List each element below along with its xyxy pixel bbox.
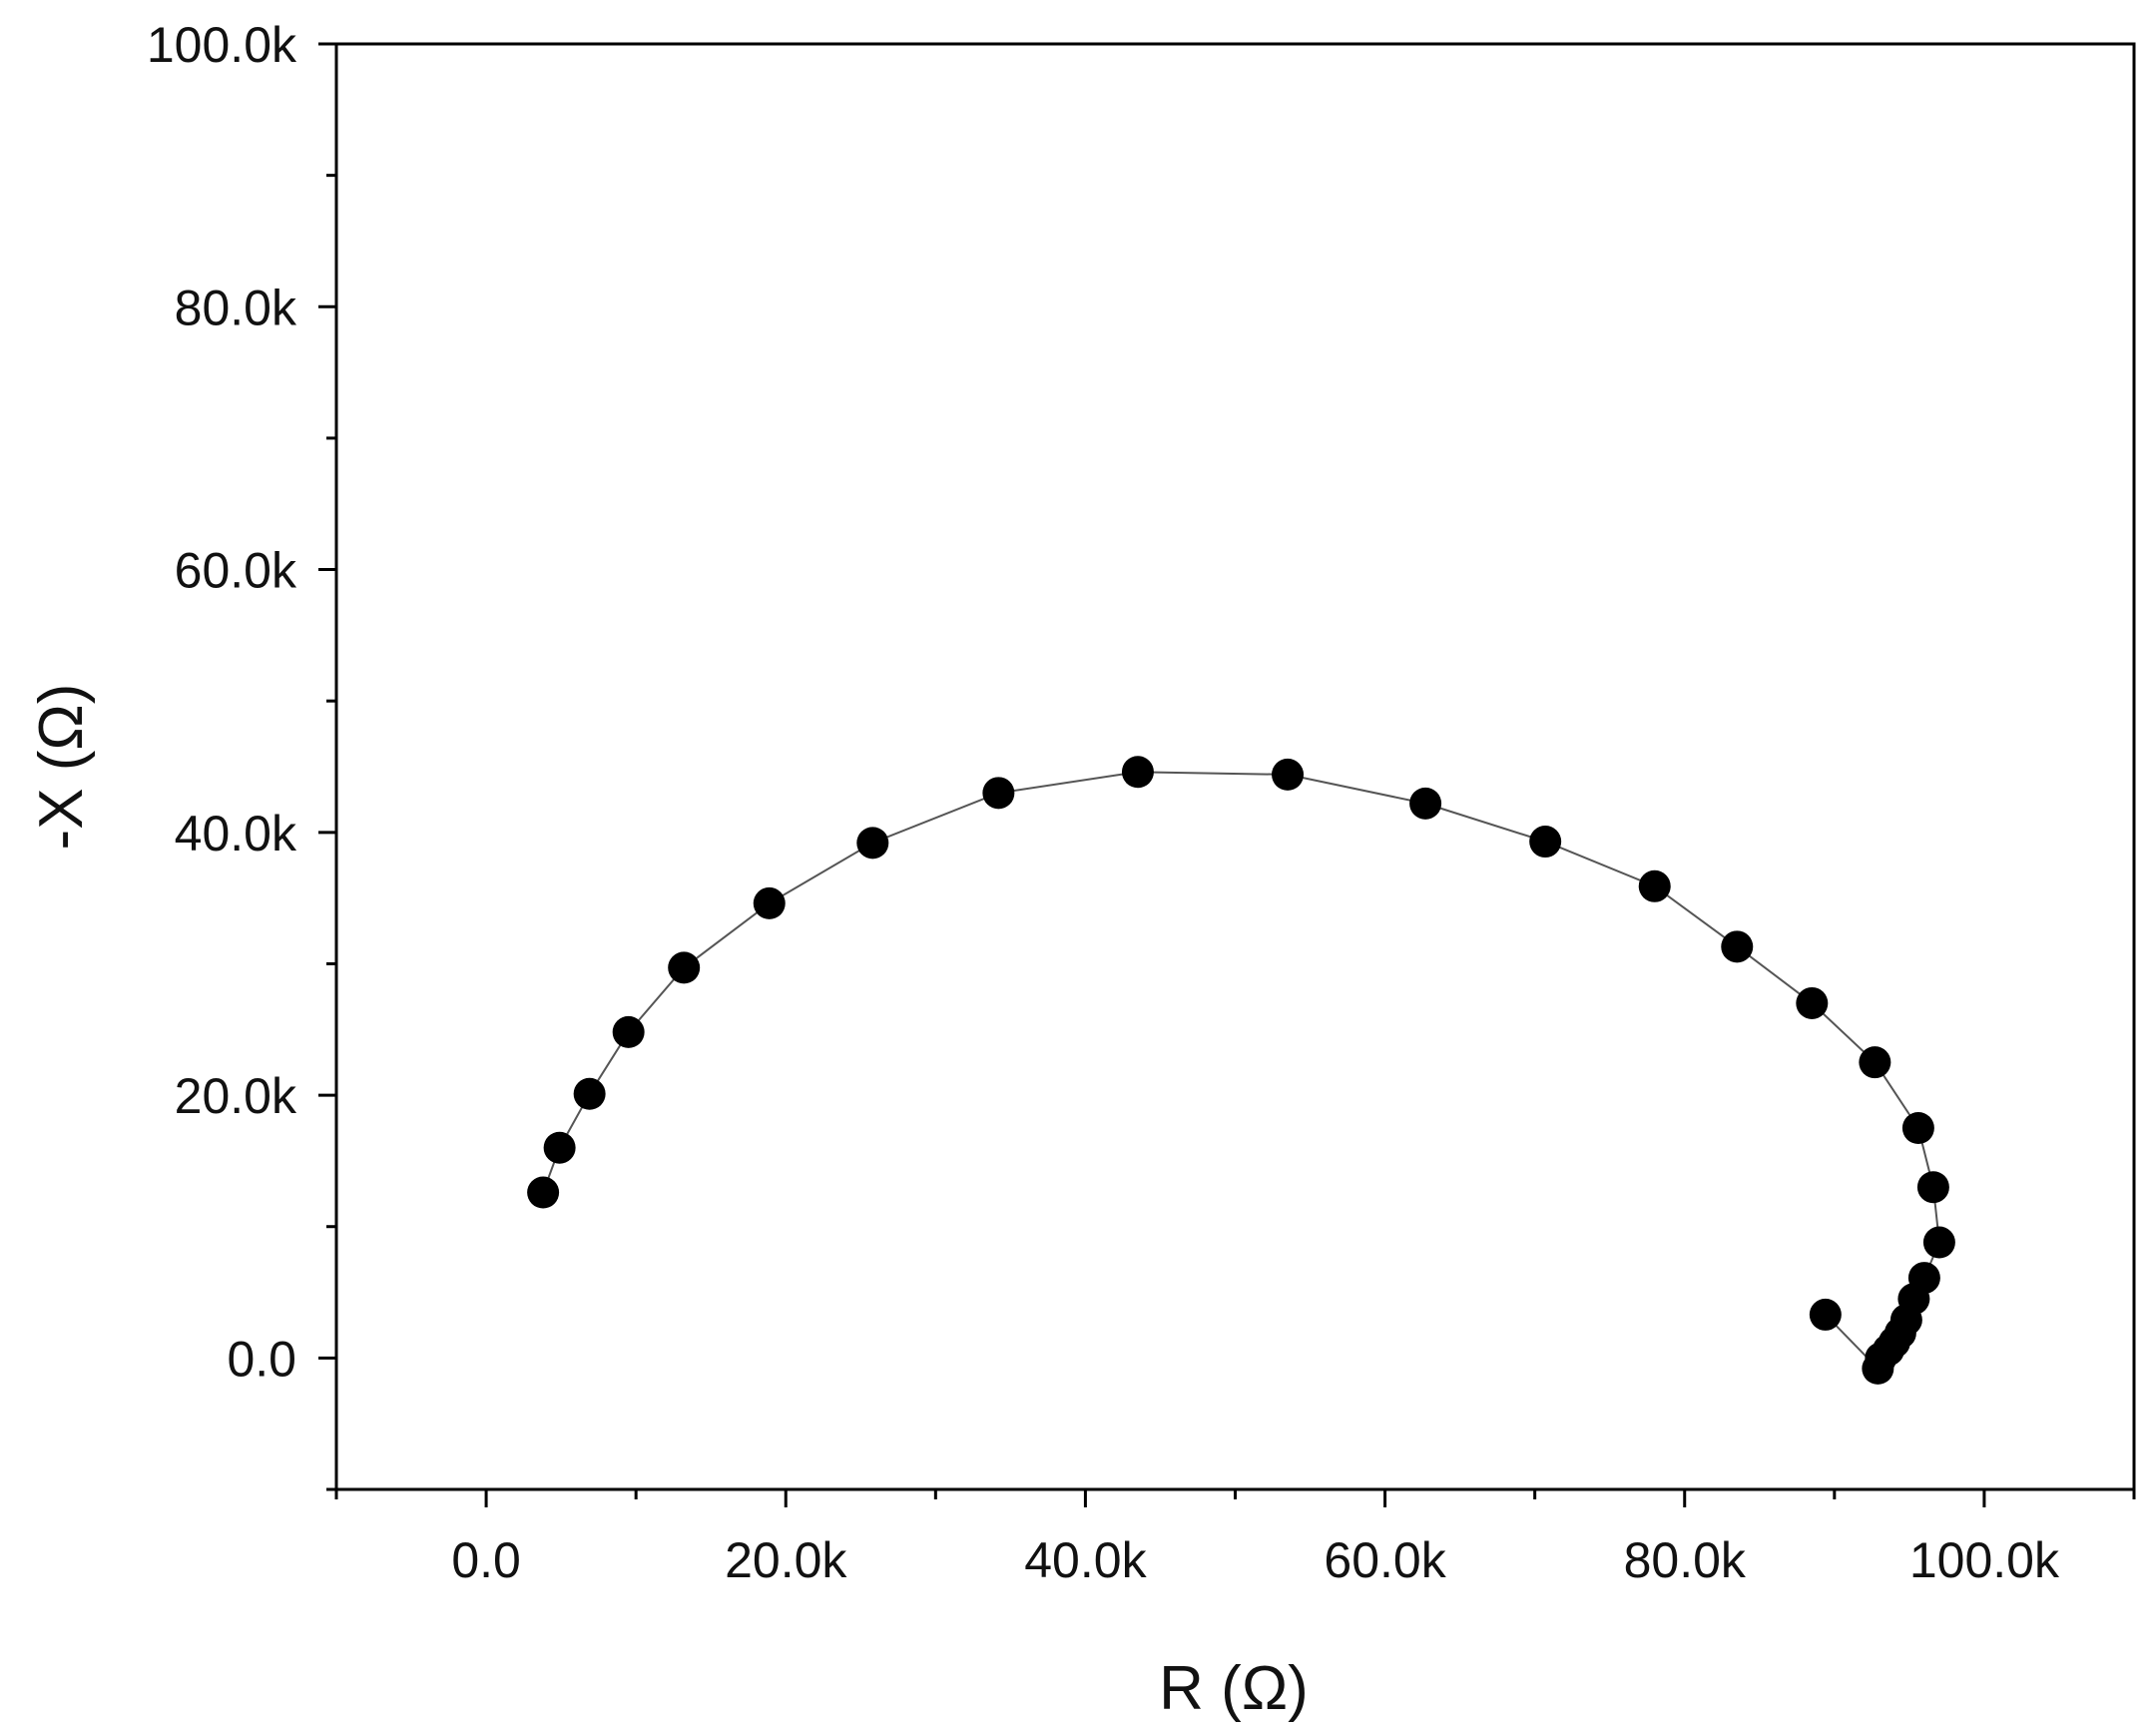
y-tick-label: 60.0k <box>175 543 297 599</box>
data-point <box>1901 1112 1934 1144</box>
data-point <box>1721 930 1754 963</box>
data-point <box>1796 986 1829 1019</box>
y-tick-label: 100.0k <box>147 17 297 73</box>
x-axis-label: R (Ω) <box>1159 1654 1309 1723</box>
data-point <box>573 1077 606 1110</box>
data-point <box>1859 1046 1891 1079</box>
data-point <box>612 1015 645 1048</box>
x-tick-label: 60.0k <box>1324 1532 1446 1588</box>
y-axis-tick-labels: 0.0 20.0k 40.0k 60.0k 80.0k 100.0k <box>147 17 297 1387</box>
plot-frame <box>334 42 2136 1491</box>
x-tick-label: 80.0k <box>1624 1532 1747 1588</box>
data-point <box>527 1176 560 1209</box>
x-axis-ticks <box>334 1489 2136 1507</box>
x-tick-label: 20.0k <box>725 1532 847 1588</box>
y-tick-label: 80.0k <box>175 280 297 335</box>
data-point <box>1272 758 1305 791</box>
series-connecting-line <box>542 771 1940 1371</box>
y-axis-label: -X (Ω) <box>27 684 96 851</box>
y-tick-label: 20.0k <box>175 1068 297 1124</box>
data-point <box>1862 1352 1894 1385</box>
data-point <box>856 827 889 860</box>
y-tick-label: 0.0 <box>227 1331 296 1387</box>
data-point <box>1121 756 1154 789</box>
data-point <box>1809 1298 1842 1331</box>
data-point <box>543 1131 576 1164</box>
y-axis-ticks <box>318 42 336 1491</box>
x-tick-label: 0.0 <box>451 1532 521 1588</box>
data-point <box>1922 1226 1955 1259</box>
x-axis-tick-labels: 0.0 20.0k 40.0k 60.0k 80.0k 100.0k <box>451 1532 2060 1588</box>
data-point <box>1409 787 1442 820</box>
data-point <box>668 951 701 984</box>
x-tick-label: 100.0k <box>1909 1532 2060 1588</box>
data-point <box>982 777 1015 810</box>
data-point <box>1638 869 1671 902</box>
data-points <box>527 756 1955 1385</box>
y-tick-label: 40.0k <box>175 806 297 862</box>
data-point <box>753 886 786 919</box>
data-point <box>1529 826 1562 859</box>
x-tick-label: 40.0k <box>1024 1532 1147 1588</box>
data-point <box>1916 1171 1949 1204</box>
